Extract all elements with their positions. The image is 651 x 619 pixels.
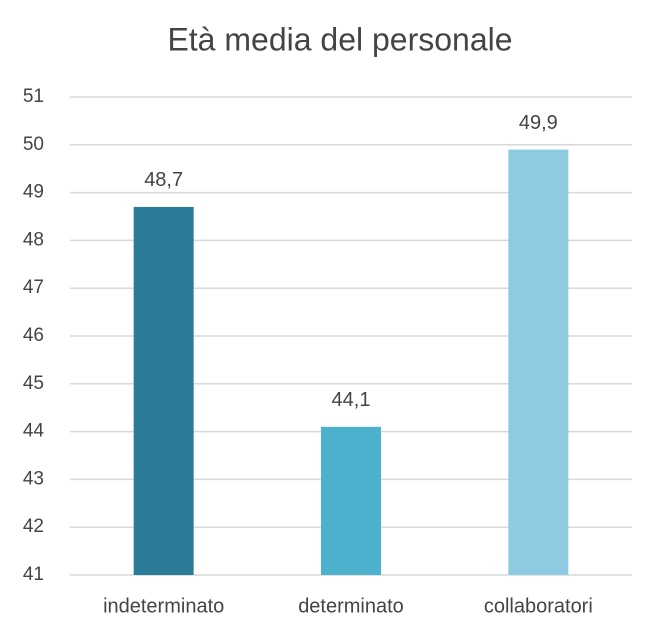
y-tick-label: 42 — [23, 516, 44, 537]
y-tick-label: 50 — [23, 134, 44, 155]
y-tick-label: 45 — [23, 373, 44, 394]
x-tick-label: collaboratori — [484, 595, 593, 617]
data-label: 48,7 — [144, 169, 183, 191]
y-tick-label: 43 — [23, 468, 44, 489]
chart-title: Età media del personale — [167, 21, 512, 57]
data-label: 44,1 — [332, 389, 371, 411]
bar — [321, 426, 381, 575]
y-tick-label: 47 — [23, 277, 44, 298]
y-tick-label: 44 — [23, 421, 45, 442]
data-label: 49,9 — [519, 112, 558, 134]
y-tick-label: 49 — [23, 182, 44, 203]
y-tick-label: 51 — [23, 86, 44, 107]
y-tick-label: 48 — [23, 229, 44, 250]
bar — [133, 206, 194, 575]
y-tick-label: 41 — [23, 564, 44, 585]
x-tick-label: determinato — [298, 595, 404, 617]
y-tick-label: 46 — [23, 325, 44, 346]
x-tick-label: indeterminato — [103, 595, 224, 617]
bar — [508, 149, 569, 575]
